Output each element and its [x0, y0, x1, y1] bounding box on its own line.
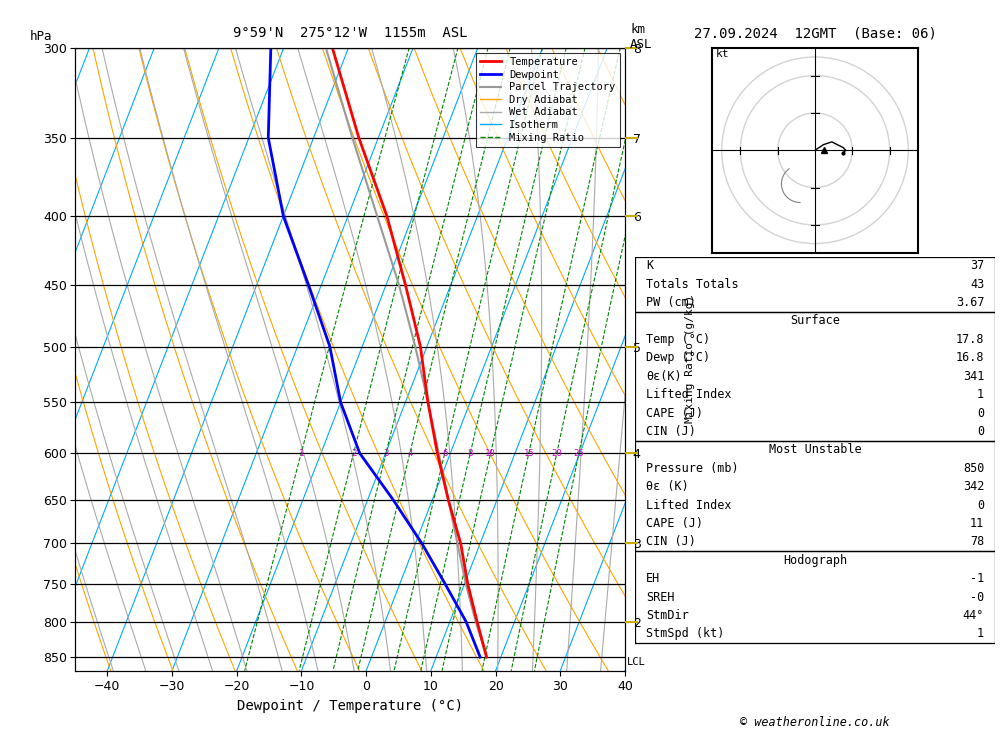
Text: Mixing Ratio (g/kg): Mixing Ratio (g/kg): [685, 295, 695, 423]
Text: Most Unstable: Most Unstable: [769, 443, 861, 457]
Text: Hodograph: Hodograph: [783, 553, 847, 567]
Text: Dewp (°C): Dewp (°C): [646, 351, 710, 364]
Text: 27.09.2024  12GMT  (Base: 06): 27.09.2024 12GMT (Base: 06): [694, 26, 936, 40]
Text: 20: 20: [551, 449, 562, 458]
Text: θε(K): θε(K): [646, 369, 681, 383]
Text: 4: 4: [407, 449, 412, 458]
Text: 0: 0: [977, 425, 984, 438]
Text: 1: 1: [298, 449, 304, 458]
Text: 2: 2: [351, 449, 356, 458]
Text: © weatheronline.co.uk: © weatheronline.co.uk: [740, 716, 890, 729]
Text: 342: 342: [963, 480, 984, 493]
Text: EH: EH: [646, 572, 660, 585]
Text: 37: 37: [970, 259, 984, 272]
Text: K: K: [646, 259, 653, 272]
Text: 8: 8: [468, 449, 473, 458]
Legend: Temperature, Dewpoint, Parcel Trajectory, Dry Adiabat, Wet Adiabat, Isotherm, Mi: Temperature, Dewpoint, Parcel Trajectory…: [476, 53, 620, 147]
Text: StmDir: StmDir: [646, 609, 689, 622]
Text: 15: 15: [523, 449, 534, 458]
Text: 341: 341: [963, 369, 984, 383]
Text: Lifted Index: Lifted Index: [646, 388, 731, 401]
Text: Temp (°C): Temp (°C): [646, 333, 710, 346]
Text: -1: -1: [970, 572, 984, 585]
Text: CAPE (J): CAPE (J): [646, 517, 703, 530]
Text: Totals Totals: Totals Totals: [646, 278, 738, 291]
Text: Pressure (mb): Pressure (mb): [646, 462, 738, 475]
Text: 0: 0: [977, 498, 984, 512]
Text: 1: 1: [977, 627, 984, 641]
Text: 44°: 44°: [963, 609, 984, 622]
Text: 0: 0: [977, 407, 984, 419]
Text: 6: 6: [442, 449, 447, 458]
Text: km
ASL: km ASL: [630, 23, 652, 51]
Text: StmSpd (kt): StmSpd (kt): [646, 627, 724, 641]
Text: kt: kt: [716, 49, 730, 59]
X-axis label: Dewpoint / Temperature (°C): Dewpoint / Temperature (°C): [237, 699, 463, 713]
Text: PW (cm): PW (cm): [646, 296, 696, 309]
Text: 1: 1: [977, 388, 984, 401]
Text: Surface: Surface: [790, 314, 840, 328]
Text: 11: 11: [970, 517, 984, 530]
Text: CIN (J): CIN (J): [646, 425, 696, 438]
Text: θε (K): θε (K): [646, 480, 689, 493]
Text: 850: 850: [963, 462, 984, 475]
Text: 10: 10: [485, 449, 496, 458]
Text: LCL: LCL: [627, 657, 646, 667]
Text: 3: 3: [383, 449, 389, 458]
Text: 17.8: 17.8: [956, 333, 984, 346]
Text: CIN (J): CIN (J): [646, 535, 696, 548]
Text: 25: 25: [574, 449, 584, 458]
Text: 3.67: 3.67: [956, 296, 984, 309]
Text: SREH: SREH: [646, 591, 674, 603]
Text: 16.8: 16.8: [956, 351, 984, 364]
Text: 78: 78: [970, 535, 984, 548]
Text: Lifted Index: Lifted Index: [646, 498, 731, 512]
Text: -0: -0: [970, 591, 984, 603]
Text: 43: 43: [970, 278, 984, 291]
Text: 9°59'N  275°12'W  1155m  ASL: 9°59'N 275°12'W 1155m ASL: [233, 26, 467, 40]
Text: hPa: hPa: [30, 30, 52, 43]
Text: CAPE (J): CAPE (J): [646, 407, 703, 419]
